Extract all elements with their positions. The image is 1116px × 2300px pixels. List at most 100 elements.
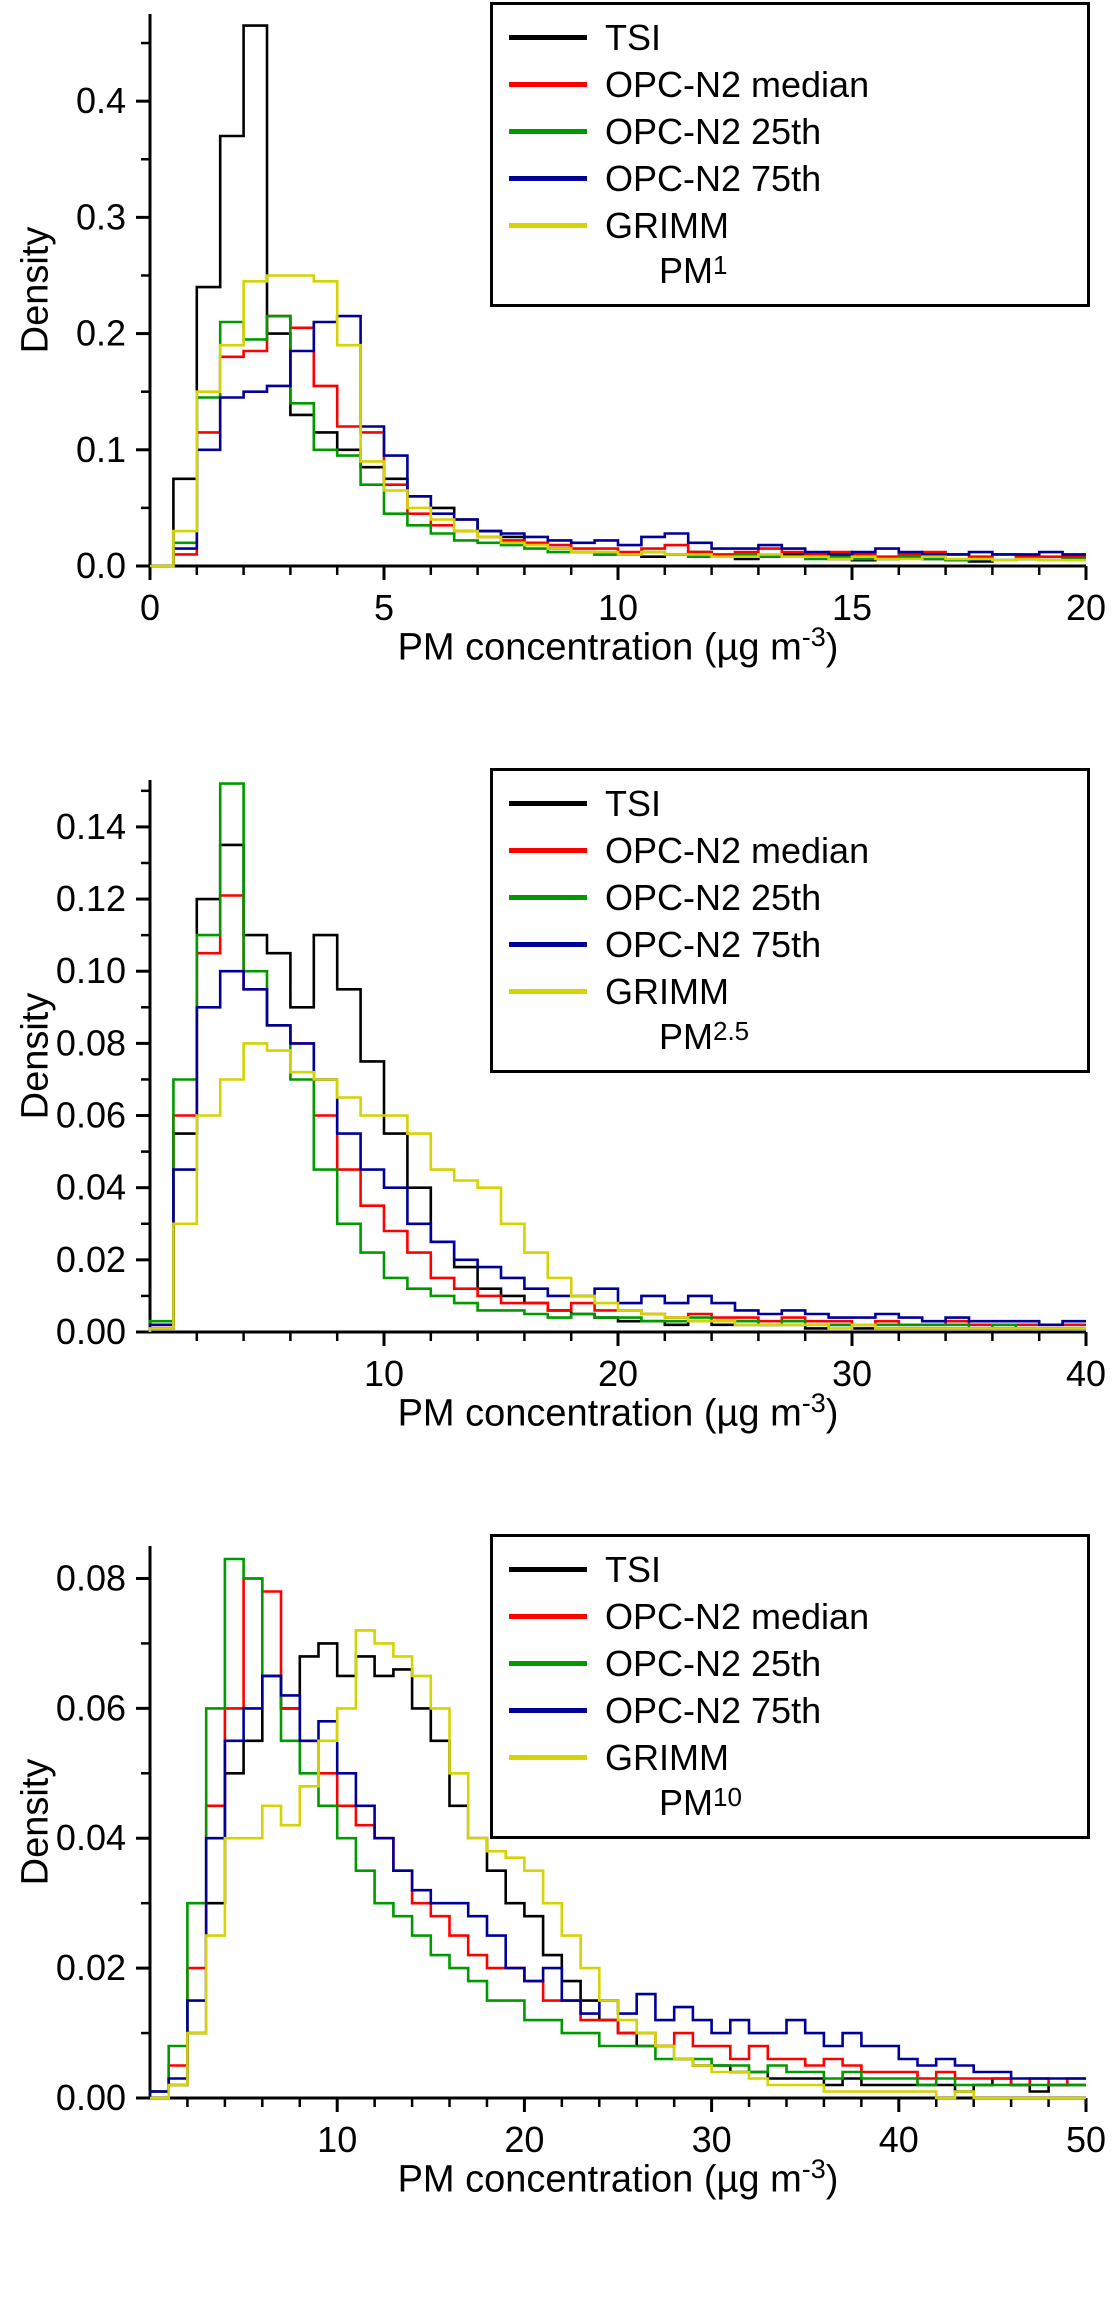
- legend-item-grimm: GRIMM: [509, 203, 1071, 248]
- x-tick-label: 30: [692, 2119, 732, 2160]
- legend-label: OPC-N2 median: [605, 829, 870, 871]
- legend-label: TSI: [605, 16, 662, 58]
- legend-swatch-opc-n2-median: [509, 1614, 587, 1619]
- legend-item-opc-n2-75th: OPC-N2 75th: [509, 922, 1071, 967]
- legend-label: OPC-N2 median: [605, 63, 870, 105]
- x-axis-label-exponent: -3: [801, 2154, 826, 2184]
- x-tick-label: 10: [598, 587, 638, 628]
- y-axis-label-pm25: Density: [14, 992, 57, 1120]
- x-tick-label: 20: [1066, 587, 1106, 628]
- x-axis-label-close: ): [825, 2158, 839, 2201]
- legend-pm1: TSI OPC-N2 median OPC-N2 25th OPC-N2 75th GR…: [490, 2, 1090, 307]
- series-opc-n2-25th-line: [150, 314, 1086, 568]
- legend-swatch-tsi: [509, 1567, 587, 1572]
- y-tick-label: 0.10: [56, 950, 126, 991]
- panel-pm10: 10 20 30 40 50 0.00 0.02 0.04 0.06 0.08 Density P…: [0, 1532, 1116, 2298]
- x-tick-label: 0: [140, 587, 160, 628]
- x-axis-label-pm10: PM concentration (µg m-3): [398, 2154, 839, 2202]
- legend-item-grimm: GRIMM: [509, 1735, 1071, 1780]
- legend-item-opc-n2-75th: OPC-N2 75th: [509, 156, 1071, 201]
- legend-swatch-opc-n2-25th: [509, 129, 587, 134]
- x-axis-label-exponent: -3: [801, 1388, 826, 1418]
- series-grimm-line: [148, 1042, 1086, 1332]
- x-axis-label-pm25: PM concentration (µg m-3): [398, 1388, 839, 1436]
- legend-pm10: TSI OPC-N2 median OPC-N2 25th OPC-N2 75th GR…: [490, 1534, 1090, 1839]
- y-tick-label: 0.14: [56, 806, 126, 847]
- legend-label: OPC-N2 25th: [605, 1642, 822, 1684]
- legend-label: OPC-N2 75th: [605, 157, 822, 199]
- legend-swatch-tsi: [509, 801, 587, 806]
- y-tick-label: 0.2: [76, 313, 126, 354]
- panel-pm1: 0 5 10 15 20 0.0 0.1 0.2 0.3 0.4 Density PM conce…: [0, 0, 1116, 766]
- y-tick-label: 0.3: [76, 196, 126, 237]
- x-tick-label: 50: [1066, 2119, 1106, 2160]
- panel-pm25: 10 20 30 40 0.00 0.02 0.04 0.06 0.08 0.10 0.12 0.14…: [0, 766, 1116, 1532]
- y-tick-label: 0.04: [56, 1167, 126, 1208]
- x-tick-label: 30: [832, 1353, 872, 1394]
- legend-item-opc-n2-75th: OPC-N2 75th: [509, 1688, 1071, 1733]
- x-tick-label: 5: [374, 587, 394, 628]
- legend-swatch-opc-n2-median: [509, 848, 587, 853]
- legend-swatch-tsi: [509, 35, 587, 40]
- legend-label: GRIMM: [605, 970, 729, 1012]
- series-opc-n2-75th-line: [148, 1674, 1086, 2098]
- plot-pm10: 10 20 30 40 50 0.00 0.02 0.04 0.06 0.08: [56, 1546, 1106, 2160]
- x-tick-label: 40: [1066, 1353, 1106, 1394]
- legend-pm25: TSI OPC-N2 median OPC-N2 25th OPC-N2 75th GR…: [490, 768, 1090, 1073]
- y-tick-label: 0.08: [56, 1022, 126, 1063]
- legend-label: OPC-N2 75th: [605, 923, 822, 965]
- legend-swatch-opc-n2-75th: [509, 942, 587, 947]
- y-tick-label: 0.0: [76, 545, 126, 586]
- y-tick-label: 0.02: [56, 1947, 126, 1988]
- plot-pm1: 0 5 10 15 20 0.0 0.1 0.2 0.3 0.4: [76, 14, 1106, 628]
- legend-item-opc-n2-median: OPC-N2 median: [509, 62, 1071, 107]
- legend-swatch-opc-n2-25th: [509, 895, 587, 900]
- legend-size-label: PM 1: [659, 250, 728, 291]
- y-tick-label: 0.02: [56, 1239, 126, 1280]
- x-axis-label-exponent: -3: [801, 622, 826, 652]
- legend-label: OPC-N2 75th: [605, 1689, 822, 1731]
- legend-label: TSI: [605, 1548, 662, 1590]
- legend-swatch-opc-n2-75th: [509, 1708, 587, 1713]
- legend-item-opc-n2-median: OPC-N2 median: [509, 828, 1071, 873]
- legend-label: GRIMM: [605, 204, 729, 246]
- x-axis-label-close: ): [825, 626, 839, 669]
- y-axis-label-pm1: Density: [14, 226, 57, 354]
- legend-swatch-grimm: [509, 223, 587, 228]
- legend-swatch-opc-n2-median: [509, 82, 587, 87]
- y-tick-label: 0.1: [76, 429, 126, 470]
- legend-label: OPC-N2 25th: [605, 876, 822, 918]
- y-tick-label: 0.06: [56, 1095, 126, 1136]
- legend-item-opc-n2-median: OPC-N2 median: [509, 1594, 1071, 1639]
- legend-label: OPC-N2 25th: [605, 110, 822, 152]
- y-tick-label: 0.04: [56, 1817, 126, 1858]
- legend-item-tsi: TSI: [509, 781, 1071, 826]
- legend-swatch-grimm: [509, 1755, 587, 1760]
- legend-label: OPC-N2 median: [605, 1595, 870, 1637]
- legend-size-label: PM 2.5: [659, 1016, 750, 1057]
- x-tick-label: 15: [832, 587, 872, 628]
- y-tick-label: 0.4: [76, 80, 126, 121]
- x-tick-label: 10: [364, 1353, 404, 1394]
- x-axis-label-pm1: PM concentration (µg m-3): [398, 622, 839, 670]
- series-opc-n2-75th-line: [150, 314, 1086, 568]
- x-axis-label-text: PM concentration (µg m: [397, 626, 802, 669]
- series-grimm-line: [150, 1629, 1086, 2100]
- series-opc-n2-75th-line: [148, 969, 1086, 1332]
- legend-item-opc-n2-25th: OPC-N2 25th: [509, 109, 1071, 154]
- x-tick-label: 10: [317, 2119, 357, 2160]
- x-tick-label: 40: [879, 2119, 919, 2160]
- series-grimm-line: [150, 274, 1086, 568]
- y-tick-label: 0.00: [56, 1311, 126, 1352]
- legend-size-label: PM 10: [659, 1782, 742, 1823]
- x-tick-label: 20: [504, 2119, 544, 2160]
- legend-item-tsi: TSI: [509, 15, 1071, 60]
- y-tick-label: 0.12: [56, 878, 126, 919]
- legend-item-grimm: GRIMM: [509, 969, 1071, 1014]
- x-axis-label-close: ): [825, 1392, 839, 1435]
- plot-pm25: 10 20 30 40 0.00 0.02 0.04 0.06 0.08 0.10 0.12 0.14: [56, 780, 1106, 1394]
- legend-swatch-opc-n2-75th: [509, 176, 587, 181]
- legend-swatch-opc-n2-25th: [509, 1661, 587, 1666]
- x-axis-label-text: PM concentration (µg m: [397, 1392, 802, 1435]
